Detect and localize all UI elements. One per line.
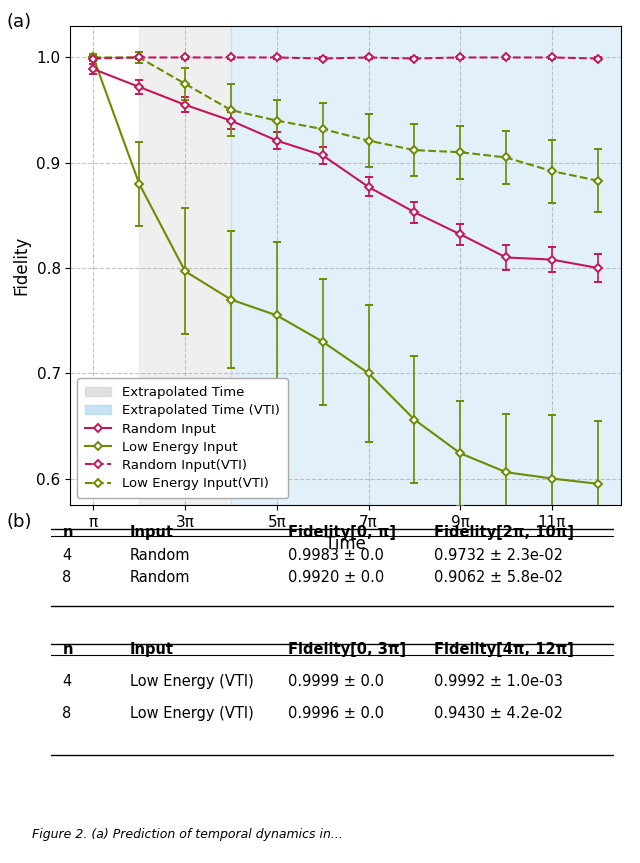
Bar — [140, 26, 231, 505]
Text: 4: 4 — [63, 674, 72, 690]
Text: Random: Random — [130, 570, 191, 585]
Text: 8: 8 — [63, 706, 72, 721]
Text: n: n — [63, 642, 73, 657]
Text: Fidelity[2π, 10π]: Fidelity[2π, 10π] — [434, 525, 574, 540]
Text: (a): (a) — [6, 13, 31, 31]
Text: Fidelity[0, 3π]: Fidelity[0, 3π] — [288, 642, 406, 657]
Text: Fidelity[0, π]: Fidelity[0, π] — [288, 525, 396, 540]
Y-axis label: Fidelity: Fidelity — [13, 236, 31, 295]
Text: Figure 2. (a) Prediction of temporal dynamics in...: Figure 2. (a) Prediction of temporal dyn… — [32, 828, 343, 841]
Text: 4: 4 — [63, 548, 72, 563]
Text: 0.9062 ± 5.8e-02: 0.9062 ± 5.8e-02 — [434, 570, 563, 585]
Text: 0.9992 ± 1.0e-03: 0.9992 ± 1.0e-03 — [434, 674, 563, 690]
Text: 0.9996 ± 0.0: 0.9996 ± 0.0 — [288, 706, 384, 721]
X-axis label: Time: Time — [325, 535, 366, 553]
Bar — [231, 26, 621, 505]
Text: 0.9999 ± 0.0: 0.9999 ± 0.0 — [288, 674, 384, 690]
Text: Input: Input — [130, 642, 174, 657]
Text: Low Energy (VTI): Low Energy (VTI) — [130, 674, 254, 690]
Text: n: n — [63, 525, 73, 540]
Text: Random: Random — [130, 548, 191, 563]
Legend: Extrapolated Time, Extrapolated Time (VTI), Random Input, Low Energy Input, Rand: Extrapolated Time, Extrapolated Time (VT… — [77, 378, 287, 498]
Text: 8: 8 — [63, 570, 72, 585]
Text: 0.9920 ± 0.0: 0.9920 ± 0.0 — [288, 570, 384, 585]
Text: 0.9430 ± 4.2e-02: 0.9430 ± 4.2e-02 — [434, 706, 563, 721]
Text: Fidelity[4π, 12π]: Fidelity[4π, 12π] — [434, 642, 574, 657]
Text: 0.9732 ± 2.3e-02: 0.9732 ± 2.3e-02 — [434, 548, 563, 563]
Text: (b): (b) — [6, 513, 32, 532]
Text: Low Energy (VTI): Low Energy (VTI) — [130, 706, 254, 721]
Text: 0.9983 ± 0.0: 0.9983 ± 0.0 — [288, 548, 383, 563]
Text: Input: Input — [130, 525, 174, 540]
